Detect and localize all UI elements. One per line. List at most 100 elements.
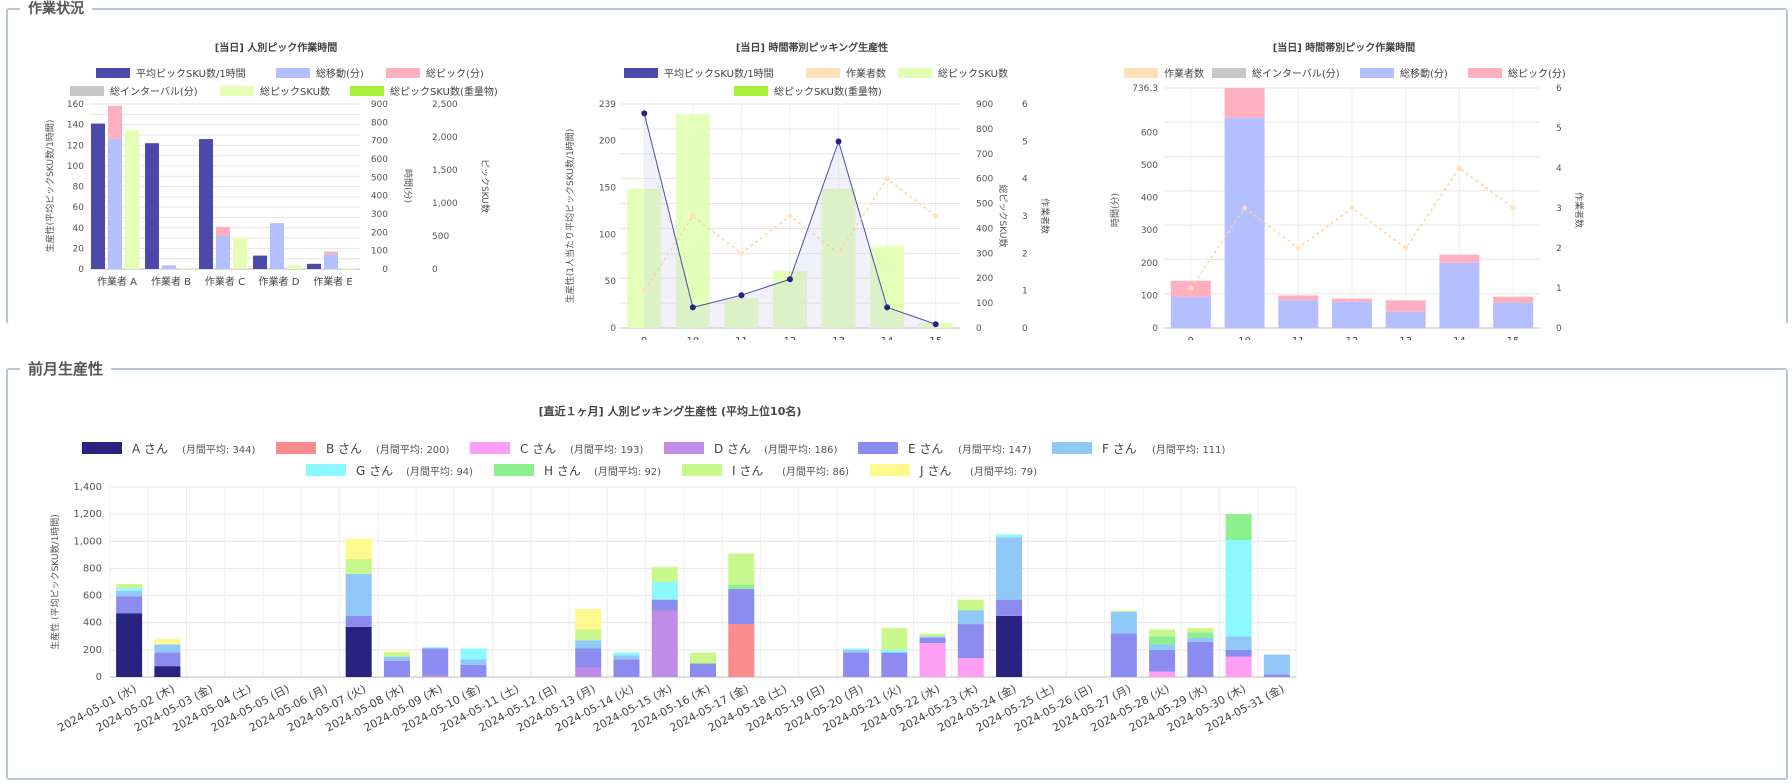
bar-segment [1225, 656, 1252, 677]
legend-swatch [682, 464, 722, 476]
bar-segment [843, 649, 870, 653]
x-tick: 作業者 D [259, 275, 300, 288]
bar-segment [651, 582, 678, 600]
legend-name: E さん [908, 442, 943, 456]
y-right2-tick: 5 [1022, 137, 1028, 147]
bar-move [1278, 300, 1319, 328]
legend-label: 総ピックSKU数 [260, 85, 330, 98]
legend-swatch [494, 464, 534, 476]
y-right-tick: 0 [1556, 324, 1562, 334]
bar-total-sku [341, 268, 355, 269]
y-mid-tick: 600 [371, 155, 388, 165]
y-left-tick: 500 [1141, 161, 1158, 171]
y-left-tick: 300 [1141, 226, 1158, 236]
y-left-tick: 736.3 [1132, 84, 1158, 94]
legend-swatch [96, 68, 130, 78]
bar-segment [996, 615, 1023, 677]
legend-avg: (月間平均: 186) [764, 444, 838, 456]
y-left-tick: 200 [599, 137, 616, 147]
legend-swatch [70, 86, 104, 96]
bar-total-sku [627, 188, 662, 328]
legend-avg: (月間平均: 344) [182, 444, 256, 456]
y-left-tick: 80 [73, 183, 85, 193]
bar-segment [575, 667, 602, 677]
legend-swatch [1124, 68, 1158, 78]
bar-segment [460, 664, 487, 677]
point-avg-sku [884, 304, 891, 311]
bar-avg-sku [253, 255, 267, 269]
y-left-tick: 0 [78, 265, 84, 275]
legend-swatch [306, 464, 346, 476]
bar-segment [651, 599, 678, 611]
point-avg-sku [738, 292, 745, 299]
y-left-tick: 150 [599, 183, 616, 193]
legend-swatch [1468, 68, 1502, 78]
bar-segment [575, 640, 602, 649]
bar-segment [1110, 610, 1137, 612]
x-tick: 9 [1188, 336, 1194, 340]
legend-label: 作業者数 [1164, 67, 1204, 80]
bar-total-sku [287, 265, 301, 269]
legend-label: 総移動(分) [316, 67, 364, 80]
legend-label: 平均ピックSKU数/1時間 [136, 67, 246, 80]
y-label: 生産性 (平均ピックSKU数/1時間) [49, 514, 61, 650]
bar-segment [1110, 633, 1137, 677]
point-workers [690, 213, 696, 219]
bar-segment [728, 624, 755, 677]
legend-avg: (月間平均: 92) [594, 466, 661, 478]
bar-total-sku [821, 188, 856, 328]
legend-name: I さん [732, 464, 763, 478]
y-mid-label: 時間(分) [402, 169, 413, 203]
legend-label: 作業者数 [846, 67, 886, 80]
bar-segment [383, 651, 410, 653]
legend-name: H さん [544, 464, 581, 478]
y-left-tick: 0 [610, 324, 616, 334]
y-right2-tick: 3 [1022, 212, 1028, 222]
y-right2-tick: 6 [1022, 100, 1028, 110]
bar-move [1224, 117, 1265, 328]
bar-pick [1278, 295, 1319, 301]
bar-segment [957, 658, 984, 677]
legend-avg: (月間平均: 86) [782, 466, 849, 478]
bar-avg-sku [307, 263, 321, 269]
bar-segment [957, 624, 984, 658]
legend-name: G さん [356, 464, 393, 478]
bar-segment [613, 659, 640, 677]
y-right1-tick: 700 [976, 150, 993, 160]
bar-segment [690, 652, 716, 664]
y-left-tick: 20 [73, 244, 85, 254]
bar-segment [1149, 629, 1176, 637]
bar-move [1493, 302, 1534, 328]
bar-segment [1187, 641, 1214, 677]
bar-segment [154, 652, 181, 667]
legend-avg: (月間平均: 79) [970, 466, 1037, 478]
point-avg-sku [689, 304, 696, 311]
bar-segment [116, 596, 143, 614]
bar-segment [345, 538, 372, 559]
y-right-tick: 3 [1556, 204, 1562, 214]
legend-swatch [220, 86, 254, 96]
bar-segment [1149, 636, 1176, 645]
y-left-tick: 40 [73, 224, 85, 234]
bar-avg-sku [199, 139, 213, 269]
bar-segment [728, 553, 755, 585]
bar-segment [957, 599, 984, 611]
bar-move [324, 254, 338, 269]
y-right2-tick: 0 [1022, 324, 1028, 334]
bar-segment [1225, 649, 1252, 657]
y-mid-tick: 400 [371, 192, 388, 202]
legend-label: 総ピック(分) [1508, 67, 1566, 80]
bar-pick [108, 105, 122, 139]
y-right-label: 作業者数 [1573, 192, 1585, 228]
legend-label: 総ピックSKU数(重量物) [774, 85, 882, 98]
point-workers [1456, 165, 1462, 171]
bar-segment [575, 648, 602, 668]
bar-segment [1263, 674, 1290, 677]
bar-segment [996, 534, 1023, 538]
bar-move [216, 236, 230, 269]
point-workers [1188, 285, 1194, 291]
bar-pick [1439, 254, 1480, 263]
x-tick: 12 [1346, 336, 1359, 340]
bar-move [108, 138, 122, 269]
bar-segment [1225, 539, 1252, 637]
